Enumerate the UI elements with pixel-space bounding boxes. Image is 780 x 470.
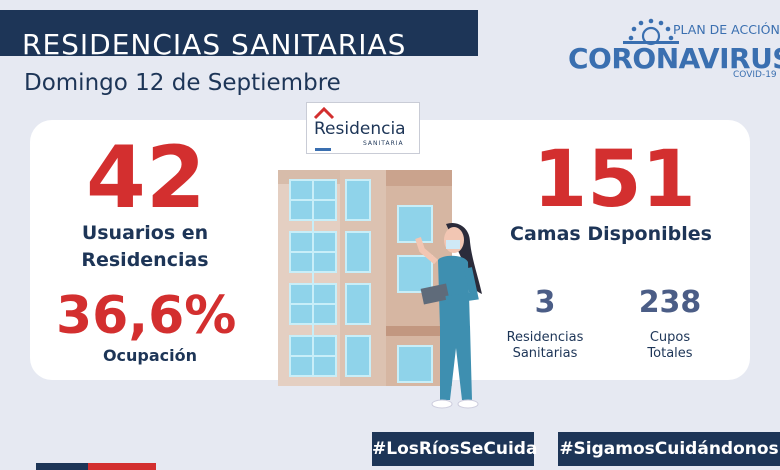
hashtag-sigamos: #SigamosCuidándonos [558, 432, 780, 466]
logo-top-text: PLAN DE ACCIÓN [673, 22, 780, 37]
residencias-label-line1: Residencias [506, 330, 584, 345]
cupos-label-line2: Totales [647, 346, 693, 361]
residencia-sign: Residencia SANITARIA [306, 102, 420, 154]
cupos-label-line1: Cupos [649, 330, 691, 345]
logo-sub-text: COVID-19 [733, 70, 777, 80]
ocupacion-value: 36,6% [56, 286, 237, 346]
date-label: Domingo 12 de Septiembre [24, 70, 341, 96]
house-roof-icon [313, 106, 335, 120]
residencias-value: 3 [534, 285, 556, 320]
sign-underline [315, 148, 331, 151]
usuarios-label-line1: Usuarios en [81, 222, 209, 244]
residencias-label-line2: Sanitarias [512, 346, 578, 361]
hashtag-los-rios: #LosRíosSeCuida [372, 432, 537, 466]
building-illustration [278, 170, 452, 386]
usuarios-value: 42 [86, 128, 206, 228]
nurse-illustration [415, 222, 482, 409]
sun-emblem-icon [623, 18, 679, 46]
title-bar: RESIDENCIAS SANITARIAS [0, 10, 478, 61]
footer-flag-bar [36, 463, 156, 470]
logo-main-text: CORONAVIRUS [568, 42, 780, 75]
sign-sub: SANITARIA [363, 140, 404, 147]
ocupacion-label: Ocupación [102, 346, 198, 365]
coronavirus-logo: PLAN DE ACCIÓN CORONAVIRUS COVID-19 [565, 14, 780, 84]
cupos-value: 238 [638, 285, 702, 320]
page-title: RESIDENCIAS SANITARIAS [22, 28, 407, 61]
usuarios-label-line2: Residencias [81, 249, 209, 271]
camas-value: 151 [533, 135, 696, 225]
camas-label: Camas Disponibles [510, 223, 712, 245]
sign-name: Residencia [314, 119, 406, 139]
